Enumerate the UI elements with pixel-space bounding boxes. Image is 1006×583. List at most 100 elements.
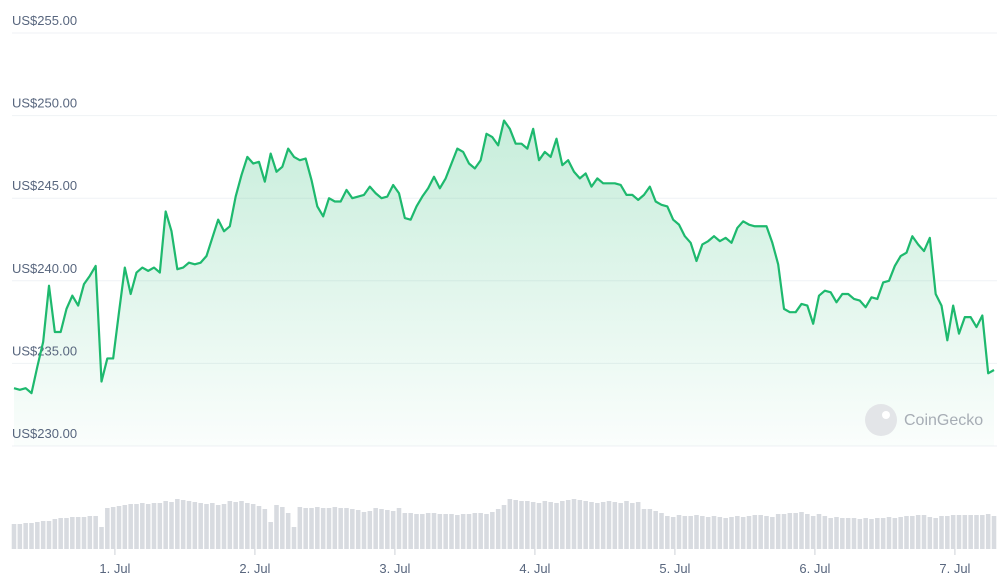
volume-bar	[571, 499, 577, 549]
volume-bar	[157, 503, 163, 549]
volume-bar	[385, 510, 390, 549]
volume-bar	[460, 514, 466, 549]
volume-bar	[974, 515, 979, 549]
volume-bar	[635, 502, 641, 549]
volume-bar	[980, 515, 985, 549]
volume-bar	[968, 515, 973, 549]
volume-bar	[501, 505, 507, 549]
y-tick-label: US$240.00	[12, 261, 77, 276]
volume-bar	[396, 508, 402, 549]
volume-bar	[390, 511, 396, 549]
volume-bar	[810, 516, 816, 549]
volume-bar	[758, 515, 763, 549]
volume-bar	[443, 514, 448, 549]
volume-bar	[542, 501, 548, 549]
volume-bar	[163, 501, 168, 549]
volume-bar	[985, 514, 991, 549]
volume-bar	[29, 523, 34, 549]
volume-bar	[268, 522, 273, 549]
volume-bar	[612, 502, 618, 549]
volume-bar	[746, 516, 752, 549]
x-tick-label: 3. Jul	[379, 561, 410, 576]
volume-bar	[991, 516, 997, 549]
volume-bar	[589, 502, 594, 549]
volume-bar	[735, 516, 740, 549]
y-tick-label: US$235.00	[12, 343, 77, 358]
volume-bar	[530, 502, 536, 549]
volume-bar	[560, 501, 565, 549]
volume-bar	[670, 517, 676, 549]
volume-bar	[87, 516, 93, 549]
volume-bar	[950, 515, 956, 549]
volume-bar	[449, 514, 454, 549]
volume-bar	[845, 518, 851, 549]
volume-bar	[945, 516, 950, 549]
volume-bar	[402, 513, 408, 549]
volume-bar	[653, 511, 658, 549]
volume-bar	[507, 499, 513, 549]
volume-bar	[484, 514, 489, 549]
volume-bar	[355, 510, 361, 549]
volume-bar	[198, 503, 203, 549]
volume-bar	[134, 504, 139, 549]
price-area	[14, 120, 994, 446]
volume-bar	[641, 509, 647, 549]
x-tick-label: 5. Jul	[659, 561, 690, 576]
volume-bar	[437, 514, 443, 549]
volume-bar	[880, 518, 886, 549]
volume-bar	[344, 508, 349, 549]
volume-bar	[320, 508, 326, 549]
watermark-logo	[865, 404, 897, 436]
volume-bar	[618, 503, 623, 549]
volume-bar	[81, 517, 87, 549]
volume-bar	[204, 504, 209, 549]
volume-bar	[169, 502, 174, 549]
volume-bar	[192, 502, 198, 549]
volume-bar	[46, 521, 52, 549]
volume-bar	[35, 522, 40, 549]
volume-bar	[647, 509, 653, 549]
volume-bar	[875, 518, 880, 549]
x-tick-label: 4. Jul	[519, 561, 550, 576]
volume-bar	[740, 517, 746, 549]
y-tick-label: US$230.00	[12, 426, 77, 441]
volume-bar	[495, 509, 501, 549]
volume-bar	[361, 512, 367, 549]
volume-bar	[367, 511, 373, 549]
volume-bar	[233, 502, 238, 549]
volume-bar	[869, 519, 874, 549]
volume-bar	[840, 518, 845, 549]
volume-bar	[828, 518, 833, 549]
x-tick-label: 1. Jul	[99, 561, 130, 576]
volume-bar	[23, 523, 28, 549]
volume-bar	[210, 503, 215, 549]
volume-bar	[309, 508, 314, 549]
volume-bar	[425, 513, 431, 549]
volume-bar	[910, 516, 915, 549]
volume-bar	[781, 514, 787, 549]
volume-bar	[688, 516, 693, 549]
watermark: CoinGecko	[904, 412, 983, 429]
volume-bar	[285, 513, 291, 549]
volume-bar	[280, 507, 285, 549]
volume-bar	[291, 527, 297, 549]
volume-bar	[17, 524, 23, 549]
volume-bar	[250, 504, 256, 549]
volume-bar	[227, 501, 233, 549]
volume-bar	[775, 514, 781, 549]
volume-bar	[816, 514, 822, 549]
volume-bar	[927, 517, 933, 549]
volume-bar	[583, 501, 588, 549]
volume-bar	[326, 508, 332, 549]
y-tick-label: US$250.00	[12, 96, 77, 111]
volume-bar	[682, 516, 688, 549]
volume-bar	[478, 513, 483, 549]
volume-bar	[554, 503, 559, 549]
volume-bar	[933, 518, 938, 549]
volume-bar	[338, 508, 343, 549]
volume-bar	[11, 524, 17, 549]
y-tick-label: US$245.00	[12, 178, 77, 193]
volume-bar	[770, 517, 775, 549]
volume-bar	[58, 518, 63, 549]
